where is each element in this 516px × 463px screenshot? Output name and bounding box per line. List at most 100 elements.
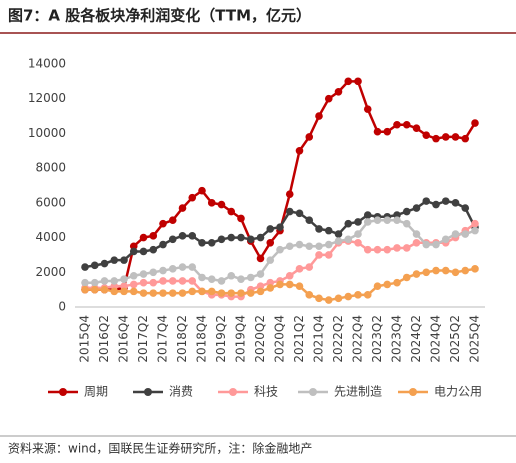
- point: [285, 280, 294, 289]
- point: [285, 242, 294, 251]
- point: [207, 199, 216, 207]
- point: [471, 219, 479, 228]
- point: [324, 251, 333, 259]
- source-note: 资料来源：wind，国联民生证券研究所，注：除金融地产: [8, 441, 312, 456]
- point: [256, 233, 265, 242]
- legend-label: 消费: [169, 385, 193, 399]
- point: [393, 244, 401, 252]
- point: [451, 199, 460, 207]
- point: [344, 77, 353, 86]
- point: [256, 254, 265, 263]
- point: [129, 247, 138, 256]
- x-tick-label: 2023Q4: [390, 315, 404, 363]
- legend-marker: [409, 388, 417, 396]
- point: [178, 289, 187, 297]
- chart-title: 图7：A 股各板块净利润变化（TTM，亿元）: [8, 7, 311, 25]
- point: [237, 214, 245, 223]
- point: [159, 289, 167, 297]
- point: [315, 112, 323, 120]
- point: [129, 280, 138, 289]
- legend-marker: [309, 388, 317, 396]
- point: [227, 271, 236, 280]
- point: [295, 265, 304, 273]
- point: [120, 282, 128, 290]
- point: [402, 219, 411, 228]
- point: [159, 219, 167, 228]
- point: [461, 230, 470, 238]
- point: [422, 268, 431, 277]
- x-tick-label: 2025Q4: [468, 315, 482, 363]
- point: [227, 289, 236, 297]
- point: [422, 131, 431, 139]
- point: [373, 127, 382, 136]
- point: [412, 204, 421, 212]
- point: [344, 235, 353, 244]
- point: [149, 232, 158, 240]
- point: [363, 245, 372, 254]
- x-tick-label: 2018Q2: [175, 315, 189, 363]
- point: [139, 278, 148, 287]
- point: [159, 240, 167, 249]
- point: [276, 245, 284, 254]
- point: [246, 273, 255, 282]
- y-tick-label: 8000: [35, 161, 66, 175]
- point: [305, 216, 314, 225]
- point: [178, 232, 187, 240]
- x-tick-label: 2024Q2: [409, 315, 423, 363]
- point: [461, 204, 470, 212]
- x-tick-label: 2017Q2: [136, 315, 150, 363]
- point: [285, 190, 294, 198]
- x-tick-label: 2021Q2: [292, 315, 306, 363]
- x-tick-label: 2018Q4: [195, 315, 209, 363]
- point: [188, 232, 197, 240]
- point: [159, 266, 167, 275]
- legend-marker: [229, 388, 237, 396]
- point: [373, 245, 382, 254]
- point: [471, 265, 479, 273]
- legend-label: 周期: [84, 385, 108, 399]
- x-tick-label: 2025Q2: [448, 315, 462, 363]
- point: [305, 263, 314, 271]
- point: [422, 197, 431, 205]
- point: [383, 245, 392, 254]
- point: [100, 259, 109, 268]
- x-tick-label: 2022Q2: [331, 315, 345, 363]
- point: [422, 240, 431, 249]
- point: [120, 275, 128, 284]
- legend-label: 电力公用: [434, 385, 482, 399]
- point: [324, 296, 333, 304]
- point: [81, 285, 89, 294]
- y-tick-label: 2000: [35, 265, 66, 279]
- point: [217, 235, 226, 244]
- point: [334, 237, 343, 245]
- point: [149, 245, 158, 254]
- point: [363, 291, 372, 299]
- point: [354, 218, 362, 226]
- point: [217, 289, 226, 297]
- point: [285, 271, 294, 280]
- point: [256, 282, 265, 290]
- x-tick-label: 2020Q4: [273, 315, 287, 363]
- point: [334, 294, 343, 303]
- point: [432, 266, 440, 275]
- point: [315, 294, 323, 303]
- y-tick-label: 12000: [28, 91, 66, 105]
- point: [266, 284, 275, 292]
- point: [363, 211, 372, 219]
- point: [139, 270, 148, 278]
- x-tick-label: 2024Q4: [429, 315, 443, 363]
- point: [344, 292, 353, 301]
- point: [198, 287, 206, 296]
- point: [295, 146, 304, 155]
- legend-label: 科技: [254, 385, 278, 399]
- y-tick-label: 14000: [28, 57, 66, 71]
- series-line: [85, 80, 477, 291]
- x-tick-label: 2021Q4: [312, 315, 326, 363]
- x-tick-label: 2016Q2: [97, 315, 111, 363]
- point: [207, 238, 216, 247]
- point: [432, 134, 440, 143]
- point: [402, 273, 411, 282]
- point: [168, 235, 177, 244]
- point: [295, 240, 304, 249]
- point: [383, 127, 392, 136]
